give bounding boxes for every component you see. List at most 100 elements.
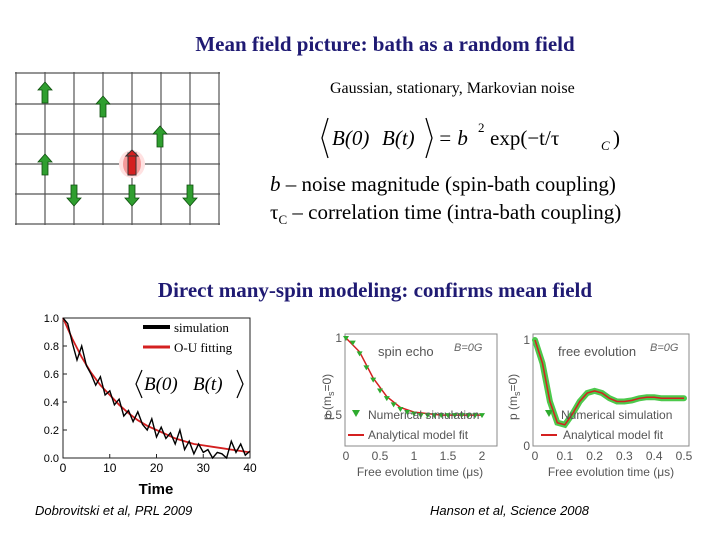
left-plot-y-ticks: 0.0 0.2 0.4 0.6 0.8 1.0 bbox=[44, 314, 67, 465]
spin-echo-x-tick-label: 0 bbox=[343, 449, 350, 463]
spin-echo-point bbox=[370, 377, 377, 383]
legend-ou-label: O-U fitting bbox=[174, 340, 233, 355]
legend-analytical-label: Analytical model fit bbox=[368, 428, 469, 442]
spin-echo-y-ticks: 10.5 bbox=[325, 331, 342, 422]
left-x-tick-label: 10 bbox=[103, 461, 117, 475]
left-y-tick-label: 0.4 bbox=[44, 397, 59, 409]
spin-echo-ylabel: p (ms=0) bbox=[320, 374, 336, 420]
spin-echo-point bbox=[383, 396, 390, 402]
free-evolution-frame bbox=[532, 333, 690, 447]
free-evolution-y-tick-label: 0 bbox=[523, 439, 530, 453]
spin-up-icon bbox=[37, 153, 53, 176]
spin-echo-point bbox=[479, 413, 485, 419]
b-text: – noise magnitude (spin-bath coupling) bbox=[280, 172, 616, 196]
legend-numerical-marker bbox=[352, 410, 360, 417]
correlation-equation: B(0) B(t) = b 2 exp(−t/τ C ) bbox=[321, 117, 620, 159]
spin-echo-point bbox=[438, 413, 445, 419]
spin-echo-x-tick-label: 1 bbox=[411, 449, 418, 463]
spin-lattice-diagram bbox=[15, 72, 220, 225]
spin-down-icon bbox=[182, 184, 198, 207]
top-title: Mean field picture: bath as a random fie… bbox=[195, 32, 575, 56]
b-definition: b – noise magnitude (spin-bath coupling) bbox=[270, 172, 616, 197]
free-evolution-legend: Numerical simulation Analytical model fi… bbox=[541, 408, 672, 442]
tau-definition: τC – correlation time (intra-bath coupli… bbox=[270, 200, 621, 228]
eq-exp: exp(−t/τ bbox=[490, 126, 559, 150]
eq-bt: B(t) bbox=[382, 126, 415, 150]
eq-close: ) bbox=[613, 126, 620, 150]
spin-echo-point bbox=[390, 402, 397, 408]
spin-up-icon bbox=[152, 125, 168, 148]
spin-echo-y-tick-label: 0.5 bbox=[325, 408, 342, 422]
left-y-tick-label: 0.8 bbox=[44, 341, 59, 353]
spin-echo-field: B=0G bbox=[454, 342, 483, 354]
spin-echo-point bbox=[424, 413, 431, 419]
free-evolution-xlabel: Free evolution time (μs) bbox=[548, 465, 674, 479]
tau-text: – correlation time (intra-bath coupling) bbox=[287, 200, 622, 224]
eq-sub: C bbox=[601, 138, 610, 153]
b-symbol: b bbox=[270, 172, 281, 196]
spin-echo-point bbox=[472, 413, 479, 419]
spin-echo-x-tick-label: 0.5 bbox=[372, 449, 389, 463]
spin-echo-label: spin echo bbox=[378, 344, 434, 359]
tau-symbol: τ bbox=[270, 200, 279, 224]
citation-right: Hanson et al, Science 2008 bbox=[430, 503, 589, 518]
left-y-tick-label: 0.2 bbox=[44, 425, 59, 437]
free-evolution-ylabel: p (ms=0) bbox=[506, 374, 522, 420]
spin-echo-frame bbox=[344, 333, 498, 447]
left-x-tick-label: 30 bbox=[197, 461, 211, 475]
free-evolution-plot: p (ms=0) 10 0 0.1 0.2 0.3 0.4 0.5 free evolut… bbox=[506, 333, 693, 479]
free-evolution-x-tick-label: 0.3 bbox=[616, 449, 633, 463]
left-plot-xlabel: Time bbox=[139, 481, 174, 498]
middle-title: Direct many-spin modeling: confirms mean… bbox=[157, 278, 593, 302]
eq-exponent: 2 bbox=[478, 120, 485, 135]
spin-echo-point bbox=[377, 388, 383, 394]
left-correlation-plot: 0.0 0.2 0.4 0.6 0.8 1.0 0 10 20 30 40 simulation … bbox=[44, 314, 257, 498]
spin-echo-point bbox=[356, 351, 363, 357]
ou-fit-line bbox=[62, 317, 251, 454]
spin-echo-point bbox=[404, 410, 411, 416]
spin-up-icon bbox=[37, 81, 53, 104]
free-evolution-x-ticks: 0 0.1 0.2 0.3 0.4 0.5 bbox=[532, 449, 693, 463]
free-evolution-x-tick-label: 0.5 bbox=[676, 449, 693, 463]
left-x-tick-label: 0 bbox=[60, 461, 67, 475]
spin-up-icon bbox=[95, 95, 111, 118]
spin-echo-x-ticks: 0 0.5 1 1.5 2 bbox=[343, 449, 486, 463]
left-y-tick-label: 0.6 bbox=[44, 369, 59, 381]
spin-echo-point bbox=[417, 413, 424, 419]
spin-echo-point bbox=[445, 413, 451, 419]
spin-echo-point bbox=[411, 411, 417, 417]
citation-left: Dobrovitski et al, PRL 2009 bbox=[35, 503, 193, 518]
eq-rhs-prefix: = b bbox=[438, 126, 468, 150]
free-evolution-y-ticks: 10 bbox=[523, 333, 530, 453]
legend-analytical-label: Analytical model fit bbox=[563, 428, 664, 442]
left-plot-inset-equation: B(0) B(t) bbox=[135, 369, 244, 399]
legend-numerical-marker bbox=[545, 410, 553, 417]
noise-subtitle: Gaussian, stationary, Markovian noise bbox=[330, 80, 575, 97]
free-evolution-label: free evolution bbox=[558, 344, 636, 359]
left-x-tick-label: 40 bbox=[243, 461, 257, 475]
spin-echo-point bbox=[431, 413, 438, 419]
inset-bt: B(t) bbox=[193, 374, 223, 395]
spin-echo-xlabel: Free evolution time (μs) bbox=[357, 465, 483, 479]
spin-echo-simulation bbox=[343, 336, 485, 419]
spin-echo-y-tick-label: 1 bbox=[335, 331, 342, 345]
spin-echo-point bbox=[458, 413, 465, 419]
spin-echo-point bbox=[397, 406, 404, 412]
spin-echo-x-tick-label: 1.5 bbox=[440, 449, 457, 463]
free-evolution-fit-line bbox=[534, 339, 684, 426]
spin-echo-point bbox=[349, 340, 356, 346]
spin-echo-legend: Numerical simulation Analytical model fi… bbox=[348, 408, 479, 442]
central-spin-icon bbox=[119, 149, 145, 178]
free-evolution-x-tick-label: 0.2 bbox=[586, 449, 603, 463]
free-evolution-x-tick-label: 0.4 bbox=[646, 449, 663, 463]
spin-echo-point bbox=[465, 413, 472, 419]
free-evolution-x-tick-label: 0.1 bbox=[556, 449, 573, 463]
left-x-tick-label: 20 bbox=[150, 461, 164, 475]
free-evolution-y-tick-label: 1 bbox=[523, 333, 530, 347]
left-y-tick-label: 1.0 bbox=[44, 314, 59, 325]
left-y-tick-label: 0.0 bbox=[44, 453, 59, 465]
left-plot-legend: simulation O-U fitting bbox=[143, 320, 233, 355]
legend-numerical-label: Numerical simulation bbox=[368, 408, 479, 422]
spin-echo-point bbox=[343, 336, 349, 341]
free-evolution-field: B=0G bbox=[650, 342, 679, 354]
